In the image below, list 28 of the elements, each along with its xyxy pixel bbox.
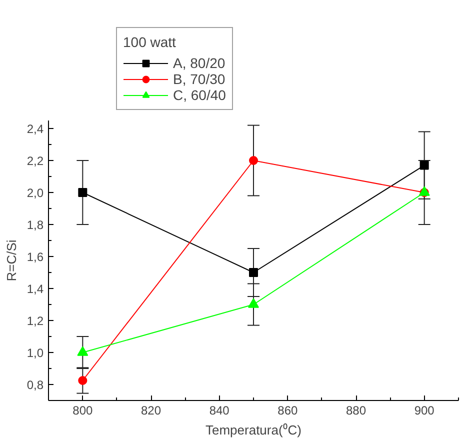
point bbox=[78, 376, 88, 385]
x-tick-label: 900 bbox=[414, 404, 435, 418]
point bbox=[248, 298, 259, 308]
point bbox=[249, 268, 258, 277]
point bbox=[77, 346, 88, 356]
y-tick-label: 1,2 bbox=[26, 314, 44, 328]
x-tick-label: 880 bbox=[346, 404, 366, 418]
y-axis-title: R=C/Si bbox=[4, 240, 19, 282]
y-tick-label: 2,4 bbox=[26, 122, 44, 136]
legend-label: A, 80/20 bbox=[173, 55, 226, 71]
y-tick-label: 1,8 bbox=[26, 218, 44, 232]
y-tick-label: 1,0 bbox=[26, 346, 44, 360]
y-tick-label: 0,8 bbox=[26, 378, 44, 392]
x-tick-label: 820 bbox=[140, 404, 162, 418]
y-tick-label: 1,6 bbox=[26, 250, 44, 264]
legend-label: C, 60/40 bbox=[173, 87, 226, 103]
point bbox=[78, 188, 88, 197]
legend-title: 100 watt bbox=[123, 34, 177, 50]
y-tick-label: 2,0 bbox=[26, 186, 44, 200]
y-tick-label: 2,2 bbox=[26, 154, 44, 168]
legend-label: B, 70/30 bbox=[173, 71, 226, 87]
point bbox=[420, 160, 429, 170]
point bbox=[249, 156, 258, 165]
y-tick-label: 1,4 bbox=[26, 282, 44, 296]
x-tick-label: 860 bbox=[278, 404, 298, 418]
x-axis-title: Temperatura(⁰C) bbox=[205, 422, 302, 438]
x-tick-label: 840 bbox=[209, 404, 230, 418]
x-tick-label: 800 bbox=[72, 404, 94, 418]
